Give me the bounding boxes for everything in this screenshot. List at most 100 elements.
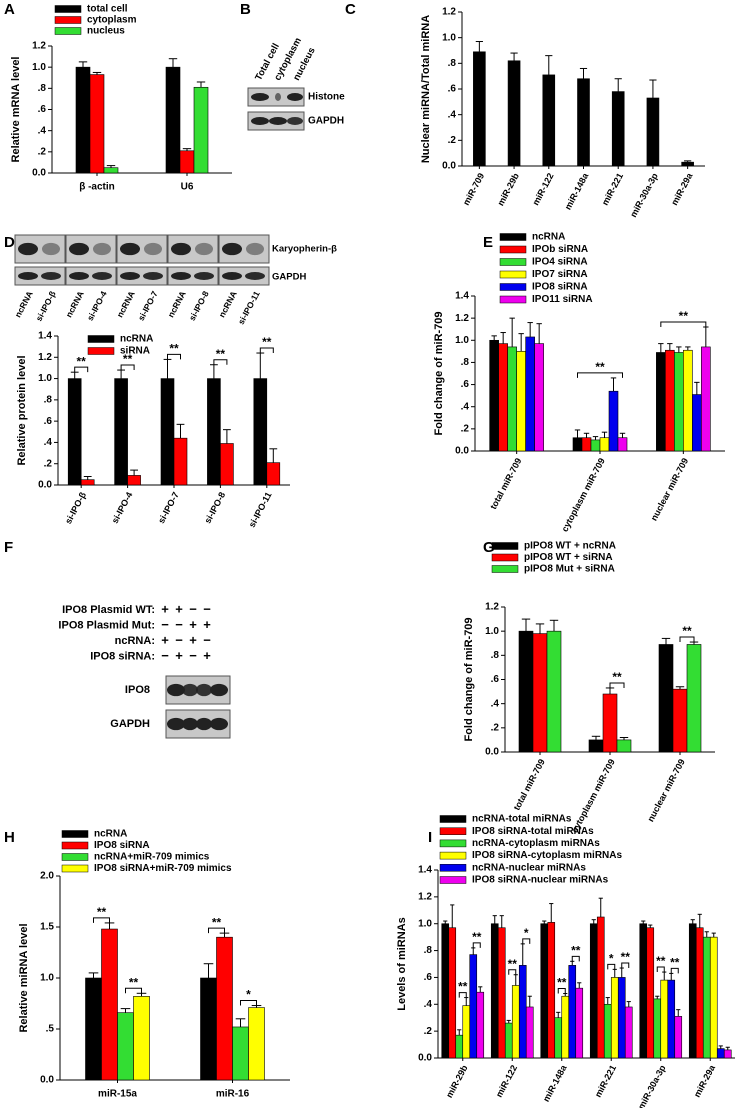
significance-label: **	[129, 975, 139, 989]
panel-label: I	[428, 829, 432, 846]
y-tick-label: 1.2	[455, 313, 469, 324]
bar	[554, 1017, 563, 1059]
error-bar	[549, 903, 554, 923]
y-tick-label: 1.2	[38, 352, 52, 363]
y-tick-label: .6	[448, 84, 457, 95]
significance-label: **	[216, 347, 226, 361]
significance-label: **	[97, 905, 107, 919]
bar	[709, 936, 718, 1059]
legend-swatch	[499, 283, 527, 291]
condition-sign: −	[203, 601, 211, 616]
legend-swatch	[499, 270, 527, 279]
bar	[248, 1007, 265, 1081]
y-tick-label: 0.0	[455, 446, 469, 457]
legend-label: ncRNA	[532, 232, 565, 243]
y-tick-label: .8	[491, 650, 500, 661]
bar	[646, 927, 655, 1059]
error-bar	[619, 967, 624, 978]
bar	[80, 479, 95, 486]
y-tick-label: .4	[448, 109, 457, 120]
legend-swatch	[439, 851, 467, 860]
blot-signal	[251, 117, 269, 125]
legend-label: ncRNA-cytoplasm miRNAs	[472, 838, 600, 849]
blot-signal	[93, 242, 111, 256]
error-bar	[549, 619, 559, 632]
y-tick-label: .4	[38, 125, 47, 136]
panel-label: D	[4, 234, 15, 251]
blot-signal	[196, 717, 212, 731]
condition-sign: −	[203, 632, 211, 647]
bar	[596, 916, 605, 1059]
significance-label: **	[679, 309, 689, 323]
error-bar	[556, 1011, 561, 1018]
legend-swatch	[491, 565, 519, 573]
significance-label: **	[508, 957, 518, 971]
error-bar	[648, 924, 653, 928]
blot-signal	[246, 242, 264, 256]
bar	[507, 60, 521, 167]
lane-label: si-IPO-4	[85, 289, 109, 322]
y-tick-label: 0.0	[38, 480, 52, 491]
y-tick-label: .5	[46, 1024, 55, 1035]
blot-band	[167, 266, 219, 286]
band-label: Histone	[308, 92, 345, 103]
x-tick-label: nuclear miR-709	[645, 757, 686, 823]
bar	[462, 1005, 471, 1059]
error-bar	[649, 79, 657, 98]
y-axis-label: Nuclear miRNA/Total miRNA	[420, 15, 432, 163]
error-bar	[704, 931, 709, 938]
x-tick-label: miR-122	[494, 1063, 519, 1099]
blot-signal	[69, 272, 89, 280]
x-tick-label: cytoplasm miR-709	[560, 456, 607, 533]
legend-label: ncRNA-nuclear miRNAs	[472, 862, 586, 873]
x-tick-label: total miR-709	[488, 456, 523, 511]
legend-label: IPO8 siRNA-total miRNAs	[472, 826, 594, 837]
y-tick-label: .2	[461, 423, 470, 434]
blot-signal	[287, 117, 303, 125]
y-tick-label: 1.4	[455, 291, 469, 302]
blot-signal	[143, 272, 163, 280]
error-bar	[478, 986, 483, 993]
error-bar	[661, 637, 671, 645]
condition-label: IPO8 siRNA:	[90, 650, 155, 662]
y-tick-label: .8	[448, 58, 457, 69]
error-bar	[669, 972, 674, 981]
lane-label: si-IPO-8	[187, 289, 211, 322]
legend-swatch	[499, 295, 527, 304]
bar	[681, 161, 694, 167]
bar	[193, 86, 209, 174]
error-bar	[703, 326, 709, 347]
error-bar	[694, 381, 700, 395]
bar	[716, 1048, 725, 1059]
y-tick-label: 1.0	[38, 373, 52, 384]
condition-sign: −	[161, 617, 169, 632]
legend-swatch	[61, 853, 89, 861]
significance-bracket	[93, 917, 110, 923]
blot-signal	[171, 242, 191, 256]
band-label: GAPDH	[308, 116, 344, 127]
bar	[575, 987, 584, 1059]
bar	[617, 437, 628, 452]
bar	[688, 923, 697, 1059]
condition-label: IPO8 Plasmid WT:	[62, 604, 155, 616]
blot-signal	[194, 272, 214, 280]
bar	[455, 1034, 464, 1059]
legend-label: IPO8 siRNA-cytoplasm miRNAs	[472, 850, 622, 861]
y-tick-label: 1.2	[485, 602, 499, 613]
panel-label: C	[345, 1, 356, 18]
error-bar	[117, 369, 125, 379]
legend-label: IPO8 siRNA-nuclear miRNAs	[472, 875, 609, 886]
lane-label: si-IPO-11	[236, 289, 262, 326]
error-bar	[614, 78, 622, 92]
error-bar	[499, 915, 504, 928]
y-tick-label: 0.0	[32, 168, 46, 179]
blot-signal	[18, 272, 38, 280]
legend-swatch	[61, 830, 89, 838]
legend-label: siRNA	[120, 346, 150, 357]
significance-bracket	[213, 359, 228, 365]
y-tick-label: 1.0	[455, 335, 469, 346]
x-tick-label: nuclear miR-709	[649, 456, 690, 522]
significance-label: **	[123, 352, 133, 366]
y-tick-label: .2	[424, 1026, 433, 1037]
bar	[179, 150, 195, 174]
